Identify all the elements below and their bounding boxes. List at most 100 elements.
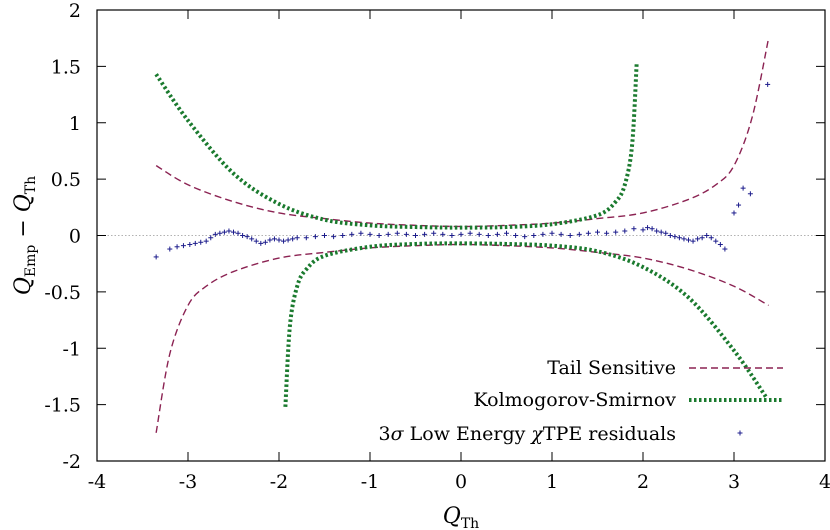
x-axis-label-main: Q xyxy=(443,504,461,529)
residual-point xyxy=(699,235,705,241)
residual-point xyxy=(654,228,660,234)
residual-point xyxy=(708,235,714,241)
residual-point xyxy=(747,191,753,197)
residual-point xyxy=(467,230,473,236)
y-tick-label: -0.5 xyxy=(44,282,81,304)
residual-point xyxy=(765,81,771,87)
kolmogorov-smirnov-lower-band xyxy=(283,241,768,407)
residual-point xyxy=(704,233,710,238)
residual-point xyxy=(192,240,198,246)
residual-point xyxy=(294,235,300,241)
y-axis-label-sub2: Th xyxy=(23,176,39,194)
x-tick-label: 4 xyxy=(819,471,830,493)
residual-point xyxy=(458,231,464,237)
residual-point xyxy=(695,236,701,242)
legend-residuals-middle: Low Energy xyxy=(404,423,532,445)
residual-point xyxy=(167,246,173,252)
residual-point xyxy=(217,230,223,236)
residual-point xyxy=(649,226,655,232)
x-tick-label: 3 xyxy=(728,471,740,493)
residual-point xyxy=(604,230,610,236)
y-tick-label: -1.5 xyxy=(44,395,81,417)
residual-point xyxy=(422,231,428,237)
residual-point xyxy=(631,226,637,232)
residual-point xyxy=(676,235,682,241)
residual-point xyxy=(722,246,728,252)
residual-point xyxy=(226,228,232,234)
residual-point xyxy=(187,242,193,248)
legend-residuals-sigma: σ xyxy=(391,423,405,445)
residual-point xyxy=(249,236,255,242)
y-axis-label-main1: Q xyxy=(11,277,36,295)
legend-label-residuals: 3σ Low Energy χTPE residuals xyxy=(379,423,676,445)
y-tick-label: 1 xyxy=(69,113,81,135)
legend-label-kolmogorov-smirnov: Kolmogorov-Smirnov xyxy=(473,389,676,411)
residual-point xyxy=(312,234,318,240)
x-tick-label: -1 xyxy=(361,471,380,493)
residual-point xyxy=(413,233,418,238)
residual-point xyxy=(622,228,628,234)
residual-point xyxy=(585,230,591,236)
y-axis-label-sub1: Emp xyxy=(23,245,39,277)
residual-point xyxy=(672,234,678,240)
x-axis-label-sub: Th xyxy=(461,516,479,530)
residual-point xyxy=(658,229,664,235)
residual-point xyxy=(271,236,277,242)
residual-point xyxy=(235,230,241,236)
legend-residuals-suffix: TPE residuals xyxy=(543,423,676,445)
residual-point xyxy=(276,237,282,243)
residual-point xyxy=(281,238,287,244)
residual-point xyxy=(174,244,180,250)
residual-point xyxy=(267,237,273,243)
residual-point xyxy=(440,231,446,237)
x-tick-label: -4 xyxy=(88,471,107,493)
y-tick-label: 1.5 xyxy=(51,56,81,78)
x-tick-label: -3 xyxy=(179,471,198,493)
tick-labels: -4 -3 -2 -1 0 1 2 3 4 -2 -1.5 -1 -0.5 0 0.5 1 1.5 2 xyxy=(44,0,830,493)
y-tick-label: 2 xyxy=(69,0,81,22)
legend: Tail Sensitive Kolmogorov-Smirnov 3σ Low… xyxy=(379,357,783,445)
residual-point xyxy=(198,239,204,245)
y-tick-label: 0.5 xyxy=(51,169,81,191)
y-axis-label-main2: Q xyxy=(11,194,36,212)
residual-point xyxy=(613,229,619,235)
residual-point xyxy=(322,233,327,238)
residual-point xyxy=(349,231,355,237)
residual-point xyxy=(476,231,482,237)
tail-sensitive-upper-band xyxy=(155,38,770,228)
series-layer xyxy=(153,38,771,433)
x-tick-label: 1 xyxy=(546,471,558,493)
residual-point xyxy=(285,237,291,243)
plot-frame xyxy=(96,9,826,462)
legend-residuals-chi: χ xyxy=(529,423,544,445)
residual-point xyxy=(494,231,500,237)
x-axis-label: QTh xyxy=(443,504,479,530)
legend-swatch-residuals xyxy=(737,430,743,436)
y-tick-label: -1 xyxy=(62,338,81,360)
residual-point xyxy=(513,233,519,238)
residual-point xyxy=(212,231,218,237)
residual-point xyxy=(262,239,268,245)
x-tick-label: -2 xyxy=(270,471,289,493)
residual-point xyxy=(540,231,546,237)
residual-point xyxy=(740,185,746,191)
legend-residuals-prefix: 3 xyxy=(379,423,391,445)
residual-point xyxy=(449,233,455,238)
residual-point xyxy=(667,233,673,238)
residual-point xyxy=(203,238,209,244)
residual-point xyxy=(531,233,537,238)
residual-point xyxy=(231,229,236,235)
residual-point xyxy=(681,236,687,242)
y-axis-label: QEmp − QTh xyxy=(11,176,39,295)
residual-point xyxy=(645,225,651,231)
residual-point xyxy=(208,235,214,241)
residual-point xyxy=(340,233,346,238)
residual-point xyxy=(690,238,696,244)
residual-point xyxy=(686,237,691,243)
residual-point xyxy=(303,235,309,241)
kolmogorov-smirnov-upper-band xyxy=(154,64,639,230)
residual-point xyxy=(717,242,723,248)
residual-point xyxy=(358,230,364,236)
residual-point xyxy=(595,229,600,235)
